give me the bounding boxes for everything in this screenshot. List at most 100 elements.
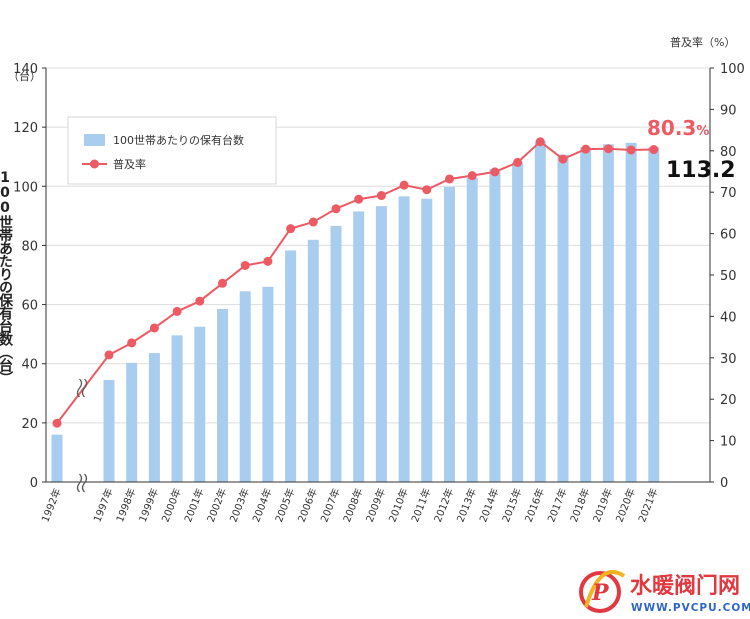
rate-point (52, 418, 62, 428)
x-tick-label: 2015年 (499, 486, 524, 524)
bar (466, 178, 478, 482)
watermark-url: WWW.PVCPU.COM (631, 602, 750, 614)
x-tick-label: 2021年 (635, 486, 660, 524)
left-tick-label: 60 (21, 299, 38, 314)
x-axis-ticks: 1992年 1997年 1998年 1999年 2000年 2001年 2002年 2003年… (38, 486, 660, 524)
rate-point (308, 217, 318, 227)
bar (489, 168, 501, 483)
axis-breaks (76, 378, 88, 493)
break-mark (81, 473, 88, 493)
legend: 100世帯あたりの保有台数 普及率 (67, 116, 277, 185)
left-axis-ticks: 0 20 40 60 80 100 120 140 (13, 62, 46, 491)
bar (421, 198, 433, 482)
x-tick-label: 1992年 (38, 486, 63, 524)
x-tick-label: 2012年 (431, 486, 456, 524)
bar (171, 335, 183, 482)
right-tick-label: 0 (720, 476, 728, 491)
rate-point (218, 278, 227, 288)
rate-annotation-value: 80.3 (647, 116, 696, 140)
x-tick-label: 2020年 (613, 486, 638, 524)
left-tick-label: 120 (13, 121, 38, 136)
rate-point (603, 144, 613, 154)
bar (353, 211, 365, 482)
right-tick-label: 20 (720, 393, 737, 408)
left-axis-title: 100世帯あたりの保有台数（台） (0, 170, 14, 384)
rate-point (195, 296, 205, 306)
x-tick-label: 2010年 (386, 486, 411, 524)
legend-box (67, 116, 277, 185)
right-axis-ticks: 0 10 20 30 40 50 60 70 80 90 100 (710, 62, 745, 491)
rate-point (558, 154, 568, 164)
x-tick-label: 2000年 (159, 486, 184, 524)
right-tick-label: 100 (720, 62, 745, 77)
bar (239, 291, 251, 482)
rate-point (535, 137, 545, 147)
bar (625, 142, 637, 482)
bar (330, 225, 342, 482)
watermark-logo-swoosh (584, 570, 626, 608)
right-tick-label: 80 (720, 145, 737, 160)
watermark: P 水暖阀门网 WWW.PVCPU.COM (579, 570, 750, 614)
right-tick-label: 10 (720, 435, 737, 450)
left-tick-label: 20 (21, 417, 38, 432)
rate-point (240, 260, 250, 270)
bar (217, 309, 228, 482)
watermark-logo-letter: P (591, 580, 610, 606)
watermark-title: 水暖阀门网 (630, 573, 740, 599)
rate-point (399, 180, 409, 190)
rate-point (649, 145, 659, 155)
right-axis-label: 普及率（%） (670, 35, 735, 49)
rate-point (422, 185, 432, 195)
bar (602, 144, 614, 482)
right-tick-label: 90 (720, 103, 737, 118)
x-tick-label: 2013年 (454, 486, 479, 524)
break-mark (76, 473, 83, 493)
left-axis-unit: （台） (8, 69, 41, 83)
right-tick-label: 60 (720, 228, 737, 243)
bar (398, 196, 410, 482)
bar-series (51, 141, 660, 483)
bar (126, 362, 138, 482)
x-tick-label: 1999年 (136, 486, 161, 524)
x-tick-label: 2002年 (204, 486, 229, 524)
x-tick-label: 1998年 (113, 486, 138, 524)
bar (194, 326, 206, 482)
rate-point (490, 167, 500, 177)
rate-point (626, 145, 636, 155)
x-tick-label: 2016年 (522, 486, 547, 524)
rate-point (581, 144, 591, 154)
rate-point (513, 157, 523, 167)
legend-line-marker (90, 159, 99, 169)
bar (51, 434, 63, 482)
rate-point (354, 194, 364, 204)
line-series (52, 137, 659, 428)
right-tick-label: 40 (720, 310, 737, 325)
rate-point (172, 306, 182, 316)
legend-line-label: 普及率 (113, 157, 146, 171)
x-tick-label: 2009年 (363, 486, 388, 524)
left-tick-label: 140 (13, 62, 38, 77)
break-mark (76, 378, 83, 398)
x-tick-label: 1997年 (90, 486, 115, 524)
legend-bar-label: 100世帯あたりの保有台数 (113, 133, 244, 147)
bar (307, 239, 319, 482)
x-tick-label: 2018年 (567, 486, 592, 524)
x-tick-label: 2006年 (295, 486, 320, 524)
left-tick-label: 40 (21, 358, 38, 373)
right-tick-label: 30 (720, 352, 737, 367)
bar (557, 154, 569, 482)
bar (580, 147, 592, 482)
bar (648, 147, 660, 482)
bar (148, 353, 160, 482)
x-tick-label: 2004年 (249, 486, 274, 524)
rate-point (263, 256, 273, 266)
rate-point (149, 323, 159, 333)
bar (285, 250, 297, 482)
x-tick-label: 2011年 (408, 486, 433, 524)
x-tick-label: 2019年 (590, 486, 615, 524)
left-tick-label: 100 (13, 180, 38, 195)
x-tick-label: 2014年 (476, 486, 501, 524)
watermark-logo-icon (579, 571, 621, 613)
x-tick-label: 2003年 (227, 486, 252, 524)
